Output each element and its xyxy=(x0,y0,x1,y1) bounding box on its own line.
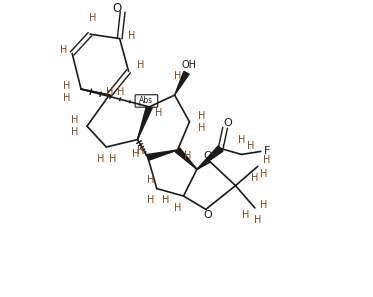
Text: H: H xyxy=(117,87,125,97)
Text: H: H xyxy=(147,195,154,206)
Text: H: H xyxy=(72,115,79,125)
Text: O: O xyxy=(203,151,211,161)
Text: H: H xyxy=(137,60,144,70)
Text: H: H xyxy=(97,154,104,164)
Text: H: H xyxy=(198,123,205,133)
Text: H: H xyxy=(174,203,181,213)
Text: H: H xyxy=(162,195,169,206)
Text: H: H xyxy=(247,140,254,151)
Text: H: H xyxy=(132,149,140,159)
Text: H: H xyxy=(60,45,67,56)
Text: H: H xyxy=(89,13,97,23)
Text: H: H xyxy=(238,135,245,145)
Text: H: H xyxy=(254,215,261,225)
Text: H: H xyxy=(72,127,79,137)
Polygon shape xyxy=(175,148,197,169)
Text: H: H xyxy=(260,200,267,210)
Text: H: H xyxy=(198,111,205,121)
Text: O: O xyxy=(112,2,121,15)
Text: O: O xyxy=(224,118,232,128)
Text: H: H xyxy=(242,210,250,220)
Text: Abs: Abs xyxy=(140,97,153,105)
FancyBboxPatch shape xyxy=(135,95,158,107)
Text: H: H xyxy=(184,151,192,161)
Polygon shape xyxy=(197,146,223,169)
Text: H: H xyxy=(63,93,70,103)
Text: O: O xyxy=(203,210,211,220)
Text: H: H xyxy=(128,31,135,41)
Text: H: H xyxy=(106,87,113,97)
Text: OH: OH xyxy=(182,60,197,70)
Text: H: H xyxy=(174,71,181,81)
Text: H: H xyxy=(147,175,154,185)
Text: F: F xyxy=(263,146,270,157)
Text: H: H xyxy=(263,155,270,165)
Text: H: H xyxy=(251,173,258,183)
Text: H: H xyxy=(260,169,267,179)
Polygon shape xyxy=(147,150,178,160)
Text: H: H xyxy=(137,146,144,157)
Text: H: H xyxy=(109,154,116,164)
Polygon shape xyxy=(175,71,189,95)
Text: H: H xyxy=(154,108,162,118)
Text: H: H xyxy=(63,81,70,91)
Polygon shape xyxy=(138,106,152,140)
